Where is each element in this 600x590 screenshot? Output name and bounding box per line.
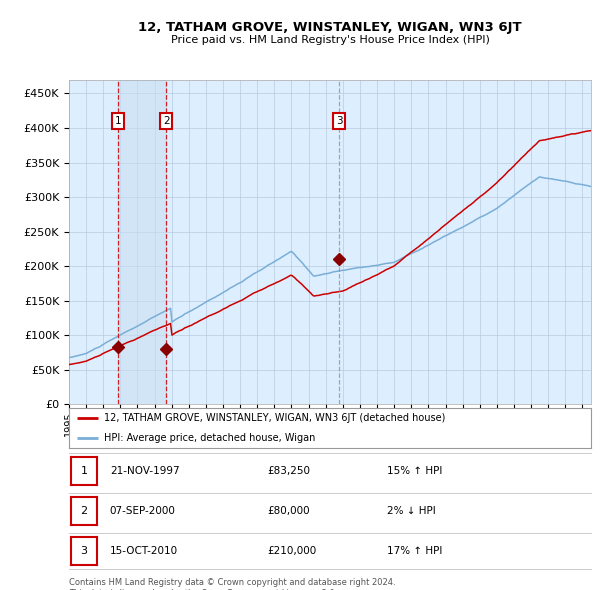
Text: 17% ↑ HPI: 17% ↑ HPI [387, 546, 442, 556]
Text: £80,000: £80,000 [267, 506, 310, 516]
Text: 2% ↓ HPI: 2% ↓ HPI [387, 506, 436, 516]
Text: Price paid vs. HM Land Registry's House Price Index (HPI): Price paid vs. HM Land Registry's House … [170, 35, 490, 45]
Text: 2: 2 [163, 116, 170, 126]
Text: 15-OCT-2010: 15-OCT-2010 [110, 546, 178, 556]
Text: 15% ↑ HPI: 15% ↑ HPI [387, 466, 442, 476]
Text: 1: 1 [115, 116, 122, 126]
Text: 21-NOV-1997: 21-NOV-1997 [110, 466, 179, 476]
Text: 2: 2 [80, 506, 88, 516]
Text: 3: 3 [80, 546, 88, 556]
Text: £83,250: £83,250 [267, 466, 310, 476]
Text: 07-SEP-2000: 07-SEP-2000 [110, 506, 176, 516]
Text: 1: 1 [80, 466, 88, 476]
Text: 12, TATHAM GROVE, WINSTANLEY, WIGAN, WN3 6JT (detached house): 12, TATHAM GROVE, WINSTANLEY, WIGAN, WN3… [104, 412, 446, 422]
Text: 12, TATHAM GROVE, WINSTANLEY, WIGAN, WN3 6JT: 12, TATHAM GROVE, WINSTANLEY, WIGAN, WN3… [138, 21, 522, 34]
Text: £210,000: £210,000 [267, 546, 316, 556]
Text: HPI: Average price, detached house, Wigan: HPI: Average price, detached house, Wiga… [104, 434, 316, 443]
Text: 3: 3 [336, 116, 343, 126]
Text: Contains HM Land Registry data © Crown copyright and database right 2024.
This d: Contains HM Land Registry data © Crown c… [69, 578, 395, 590]
Bar [118, 80, 166, 404]
